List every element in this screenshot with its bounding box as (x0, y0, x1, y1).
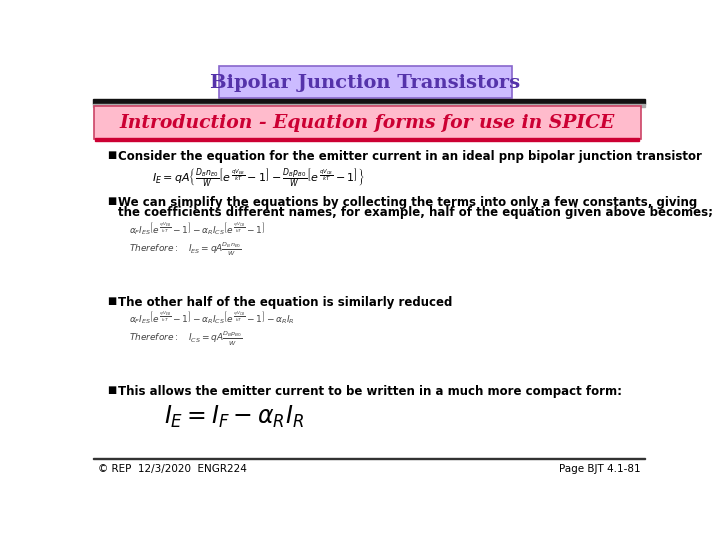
Text: Consider the equation for the emitter current in an ideal pnp bipolar junction t: Consider the equation for the emitter cu… (118, 150, 702, 163)
Text: Page BJT 4.1-81: Page BJT 4.1-81 (559, 464, 640, 474)
Text: $I_E = I_F - \alpha_R I_R$: $I_E = I_F - \alpha_R I_R$ (163, 403, 304, 430)
Text: The other half of the equation is similarly reduced: The other half of the equation is simila… (118, 296, 452, 309)
Text: $\mathit{Therefore:}\quad I_{ES} = qA\frac{D_B n_{E0}}{W}$: $\mathit{Therefore:}\quad I_{ES} = qA\fr… (129, 240, 241, 258)
Bar (93, 99, 645, 104)
Text: © REP  12/3/2020  ENGR224: © REP 12/3/2020 ENGR224 (98, 464, 247, 474)
Text: Introduction - Equation forms for use in SPICE: Introduction - Equation forms for use in… (120, 114, 615, 132)
Text: We can simplify the equations by collecting the terms into only a few constants,: We can simplify the equations by collect… (118, 195, 697, 208)
FancyBboxPatch shape (219, 65, 512, 98)
Text: $\mathit{Therefore:}\quad I_{CS} = qA\frac{D_B p_{B0}}{W}$: $\mathit{Therefore:}\quad I_{CS} = qA\fr… (129, 330, 242, 348)
Text: ■: ■ (107, 296, 117, 306)
Text: the coefficients different names, for example, half of the equation given above : the coefficients different names, for ex… (118, 206, 713, 219)
Text: $\alpha_F I_{ES}\left[e^{\,\frac{qV_{EB}}{kT}}-1\right]- \alpha_R I_{CS}\left[e^: $\alpha_F I_{ES}\left[e^{\,\frac{qV_{EB}… (129, 309, 294, 326)
Text: ■: ■ (107, 195, 117, 206)
Text: $\alpha_F I_{ES}\left[e^{\,\frac{qV_{EB}}{kT}}-1\right]- \alpha_R I_{CS}\left[e^: $\alpha_F I_{ES}\left[e^{\,\frac{qV_{EB}… (129, 220, 265, 237)
Text: $I_E = qA\left\{\frac{D_B n_{E0}}{W}\left[e^{\,\frac{qV_{EB}}{kT}}-1\right]-\fra: $I_E = qA\left\{\frac{D_B n_{E0}}{W}\lef… (152, 166, 365, 188)
FancyBboxPatch shape (94, 106, 641, 139)
Text: Bipolar Junction Transistors: Bipolar Junction Transistors (210, 73, 520, 91)
Bar (93, 457, 645, 458)
Text: ■: ■ (107, 385, 117, 395)
Bar (93, 104, 645, 107)
Text: ■: ■ (107, 150, 117, 160)
Bar (96, 138, 639, 140)
Text: This allows the emitter current to be written in a much more compact form:: This allows the emitter current to be wr… (118, 385, 622, 398)
